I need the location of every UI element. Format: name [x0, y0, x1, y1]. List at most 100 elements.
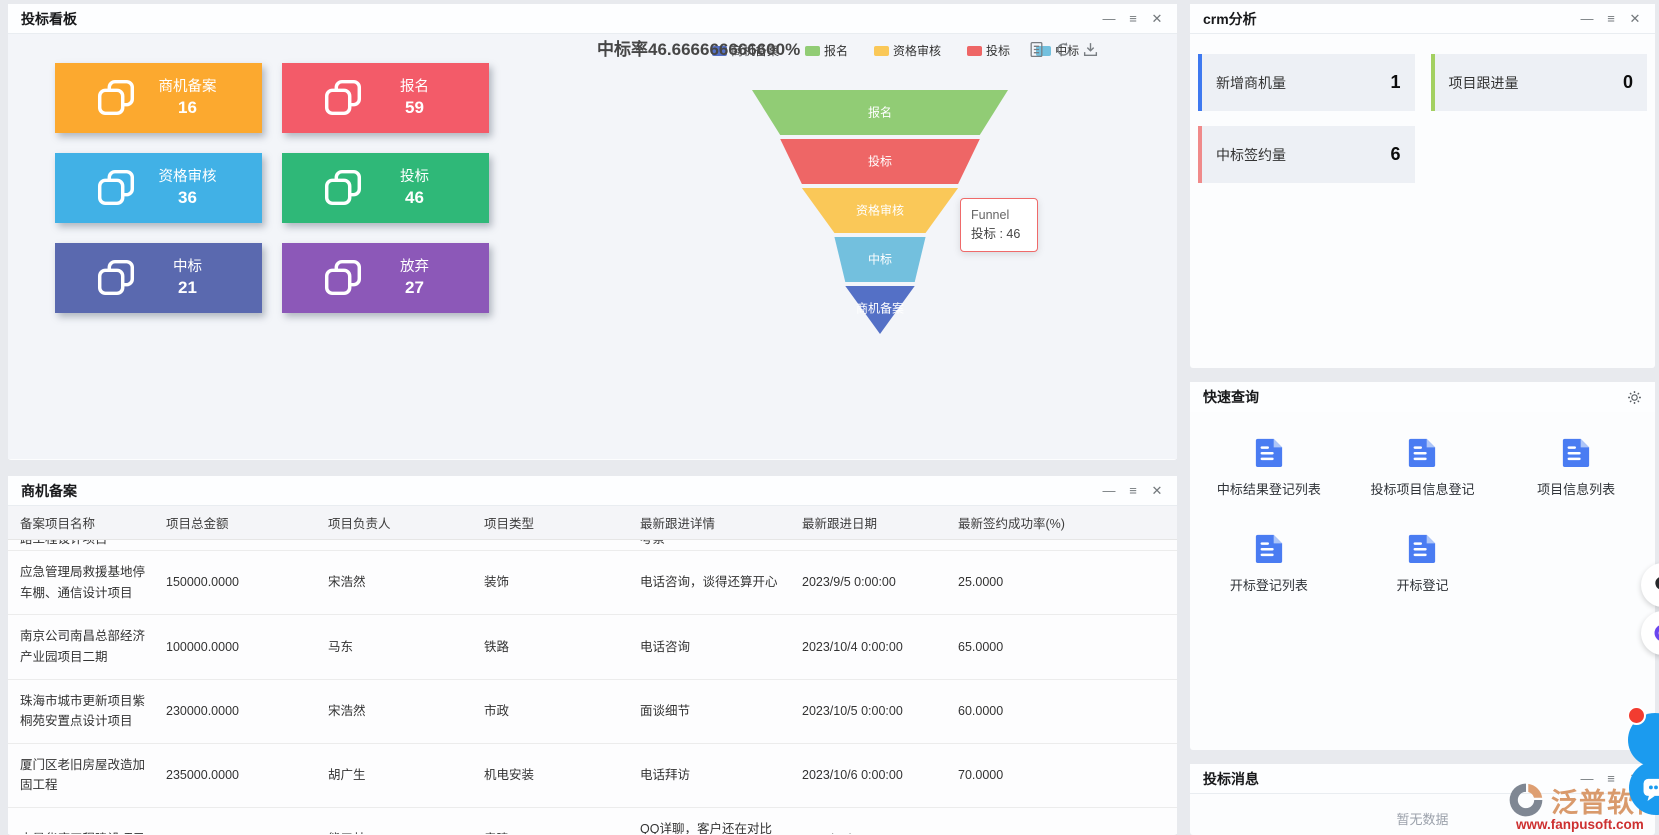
- table-cell: 厦门区老旧房屋改造加固工程: [8, 743, 156, 809]
- download-icon[interactable]: [1082, 41, 1099, 58]
- minimize-icon[interactable]: —: [1580, 771, 1594, 786]
- table-cell: [156, 539, 318, 551]
- document-icon: [1409, 534, 1436, 563]
- panel-biz-records-header: 商机备案 — ≡ ✕: [8, 476, 1177, 506]
- document-icon: [1255, 534, 1282, 563]
- crm-card-value: 1: [1390, 72, 1401, 92]
- panel-bid-board-header: 投标看板 — ≡ ✕: [8, 4, 1177, 34]
- copy-squares-icon: [324, 259, 362, 296]
- legend-item[interactable]: 报名: [805, 42, 848, 59]
- funnel-segment-2[interactable]: [801, 188, 959, 233]
- ring-logo-icon: [1654, 625, 1659, 641]
- legend-swatch: [967, 45, 983, 56]
- table-cell: 150000.0000: [156, 550, 318, 616]
- stat-card-label: 商机备案: [158, 78, 217, 95]
- panel-quick-query-header: 快速查询: [1190, 382, 1655, 412]
- stat-card-value: 27: [405, 277, 424, 297]
- table-cell: 熊三林: [318, 807, 474, 834]
- table-row-clipped[interactable]: 路工程设计项目 考察: [8, 539, 1177, 551]
- stat-card-text: 中标 21: [139, 258, 262, 298]
- quick-query-label: 投标项目信息登记: [1370, 482, 1475, 497]
- funnel-segment-3[interactable]: [834, 237, 926, 282]
- table-cell: 2023/10/7 0:00:00: [792, 807, 948, 834]
- quick-query-link[interactable]: 中标结果登记列表: [1192, 436, 1346, 498]
- quick-query-link[interactable]: 开标登记列表: [1192, 532, 1346, 594]
- data-view-icon[interactable]: [1028, 41, 1045, 58]
- table-cell: 2023/10/6 0:00:00: [792, 743, 948, 809]
- funnel-segment-label: 报名: [868, 105, 892, 120]
- minimize-icon[interactable]: —: [1102, 483, 1116, 498]
- menu-icon[interactable]: ≡: [1607, 771, 1615, 786]
- legend-item[interactable]: 商机备案: [712, 42, 779, 59]
- stat-card[interactable]: 商机备案 16: [55, 63, 262, 133]
- stat-card[interactable]: 投标 46: [282, 153, 489, 223]
- crm-card-label: 中标签约量: [1216, 146, 1286, 163]
- panel-bid-board: 投标看板 — ≡ ✕ 商机备案 16 报名 59 资格审核 36 投标 46 中…: [8, 4, 1177, 460]
- crm-stat-card[interactable]: 中标签约量 6: [1198, 126, 1415, 183]
- table-row[interactable]: 水景华庭工程建设项目122000.0000熊三林房建QQ详聊，客户还在对比考察2…: [8, 807, 1177, 834]
- stat-card-label: 放弃: [400, 258, 429, 275]
- close-icon[interactable]: ✕: [1151, 483, 1163, 498]
- table-cell: 电话咨询: [630, 614, 792, 680]
- tooltip-value: 投标 : 46: [971, 226, 1021, 241]
- close-icon[interactable]: ✕: [1629, 11, 1641, 26]
- qq-contact-button[interactable]: [1641, 563, 1659, 607]
- legend-swatch: [1036, 45, 1052, 56]
- stat-card[interactable]: 资格审核 36: [55, 153, 262, 223]
- gear-icon[interactable]: [1627, 390, 1642, 405]
- column-header: 项目负责人: [318, 506, 474, 540]
- legend-item[interactable]: 资格审核: [874, 42, 941, 59]
- stat-card[interactable]: 中标 21: [55, 243, 262, 313]
- table-cell: [318, 539, 474, 551]
- stat-card-value: 36: [178, 187, 197, 207]
- stat-card[interactable]: 报名 59: [282, 63, 489, 133]
- crm-card-label: 项目跟进量: [1448, 74, 1519, 91]
- window-controls: — ≡ ✕: [1102, 12, 1164, 25]
- minimize-icon[interactable]: —: [1580, 11, 1594, 26]
- table-cell: 胡广生: [318, 743, 474, 809]
- menu-icon[interactable]: ≡: [1129, 483, 1137, 498]
- menu-icon[interactable]: ≡: [1129, 11, 1137, 26]
- quick-query-link[interactable]: 项目信息列表: [1499, 436, 1653, 498]
- biz-panel-title: 商机备案: [21, 482, 77, 499]
- quick-query-label: 项目信息列表: [1537, 482, 1616, 497]
- funnel-segment-4[interactable]: [845, 286, 915, 334]
- chart-toolbox: [1028, 41, 1099, 58]
- crm-stat-card[interactable]: 项目跟进量 0: [1430, 54, 1647, 111]
- stat-card[interactable]: 放弃 27: [282, 243, 489, 313]
- funnel-segment-0[interactable]: [752, 90, 1008, 135]
- quick-query-link[interactable]: 投标项目信息登记: [1346, 436, 1500, 498]
- refresh-icon[interactable]: [1055, 41, 1072, 58]
- chat-bubble-icon: [1643, 778, 1659, 802]
- funnel-segment-1[interactable]: [780, 139, 980, 184]
- table-cell: 马东: [318, 614, 474, 680]
- table-row[interactable]: 珠海市城市更新项目紫桐苑安置点设计项目 230000.0000 宋浩然 市政 面谈细节 2…: [8, 679, 1177, 744]
- quick-query-link[interactable]: 开标登记: [1346, 532, 1500, 594]
- table-cell: 装饰: [474, 550, 630, 616]
- legend-item[interactable]: 投标: [967, 42, 1010, 59]
- legend-swatch: [712, 45, 727, 56]
- stat-card-text: 商机备案 16: [139, 78, 262, 118]
- quick-query-grid: 中标结果登记列表 投标项目信息登记 项目信息列表 开标登记列表 开标登记: [1190, 412, 1655, 594]
- table-cell: 235000.0000: [156, 743, 318, 809]
- table-cell: 70.0000: [948, 743, 1177, 809]
- column-header: 最新跟进详情: [630, 506, 792, 540]
- panel-bid-messages-header: 投标消息 — ≡ ✕: [1190, 764, 1655, 794]
- page-title: 投标看板: [21, 10, 77, 27]
- table-row[interactable]: 厦门区老旧房屋改造加固工程 235000.0000 胡广生 机电安装 电话拜访 2023/…: [8, 743, 1177, 809]
- table-cell: 考察: [630, 539, 792, 551]
- stat-card-value: 59: [405, 97, 424, 117]
- table-row[interactable]: 南京公司南昌总部经济产业园项目二期 100000.0000 马东 铁路 电话咨询 2023…: [8, 614, 1177, 680]
- contact-ring-button[interactable]: [1641, 611, 1659, 655]
- legend-label: 商机备案: [731, 44, 780, 58]
- crm-stat-card[interactable]: 新增商机量 1: [1198, 54, 1415, 111]
- table-cell: 60.0000: [948, 679, 1177, 744]
- stat-card-grid: 商机备案 16 报名 59 资格审核 36 投标 46 中标 21 放弃 27: [55, 63, 489, 313]
- bid-board-body: 商机备案 16 报名 59 资格审核 36 投标 46 中标 21 放弃 27 …: [8, 34, 1177, 459]
- menu-icon[interactable]: ≡: [1607, 11, 1615, 26]
- minimize-icon[interactable]: —: [1102, 11, 1116, 26]
- stat-card-label: 投标: [400, 168, 429, 185]
- tooltip-series-name: Funnel: [971, 208, 1010, 222]
- table-row[interactable]: 应急管理局救援基地停车棚、通信设计项目 150000.0000 宋浩然 装饰 电话咨询，…: [8, 550, 1177, 616]
- close-icon[interactable]: ✕: [1151, 11, 1163, 26]
